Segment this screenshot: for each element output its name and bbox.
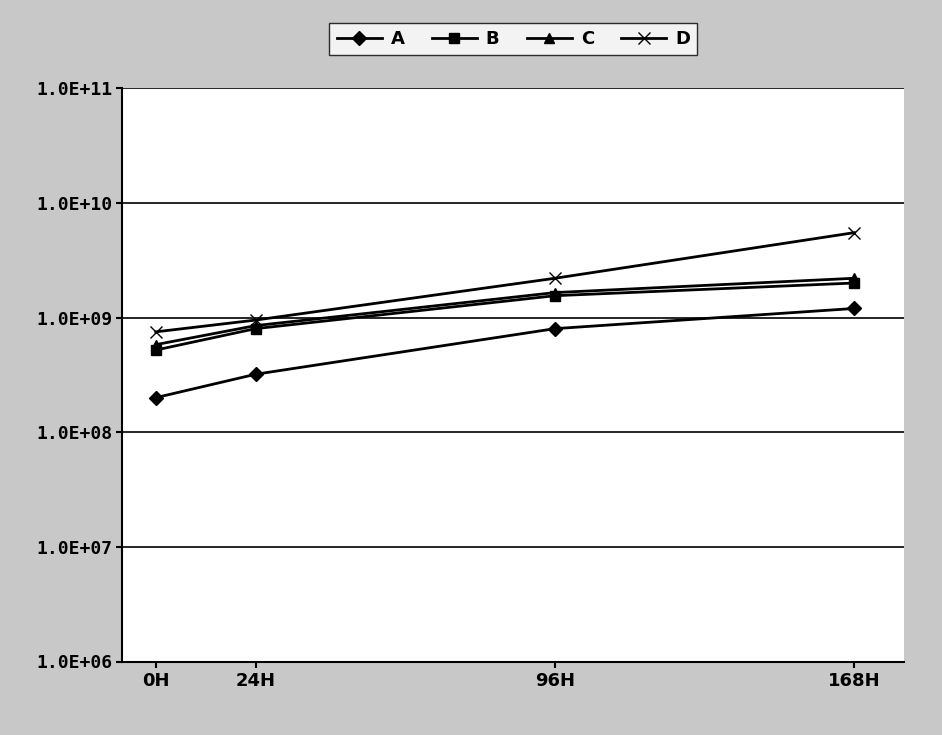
B [549,291,560,300]
A [549,324,560,333]
C [250,321,261,330]
Legend: A, B, C, D: A, B, C, D [330,23,697,55]
C [150,340,161,349]
Line: C: C [151,273,859,350]
D [849,229,860,237]
A [250,370,261,379]
D [150,327,161,336]
Line: B: B [151,278,859,355]
Line: A: A [151,304,859,403]
B [150,345,161,354]
Line: D: D [150,226,861,338]
D [549,274,560,283]
C [549,288,560,297]
B [849,279,860,287]
A [150,393,161,402]
D [250,315,261,324]
B [250,324,261,333]
A [849,304,860,313]
C [849,274,860,283]
